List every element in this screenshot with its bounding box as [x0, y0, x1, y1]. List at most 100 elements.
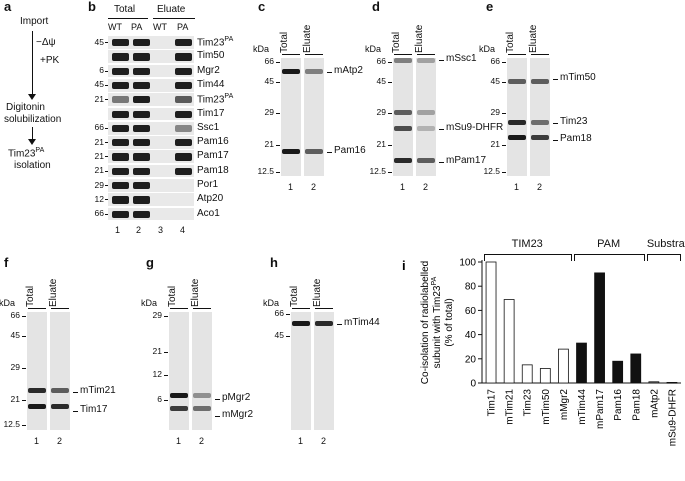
kda-tick: [105, 199, 108, 201]
blot-band: [175, 39, 192, 47]
x-tick-label: Pam18: [631, 389, 642, 421]
digitonin-step: Digitonin: [6, 102, 45, 113]
gel-band: [282, 69, 300, 74]
blot-band: [133, 153, 150, 161]
gel-band: [508, 120, 526, 125]
kda-tick: [22, 400, 26, 401]
blot-strip: [108, 64, 194, 78]
panel-e-label: e: [486, 0, 494, 14]
blot-strip: [108, 121, 194, 135]
band-label-mssc1: mSsc1: [446, 53, 477, 64]
kda-tick: [276, 172, 280, 173]
kda-marker: 66: [264, 56, 274, 66]
band-label-pmgr2: pMgr2: [222, 392, 251, 403]
blot-strip: [108, 193, 194, 207]
gel-band: [305, 69, 323, 74]
kda-marker: 45: [10, 330, 20, 340]
kda-tick: [164, 375, 168, 376]
lane-header-total: Total: [279, 31, 290, 53]
kda-tick: [105, 213, 108, 215]
protein-name: Pam18: [197, 164, 229, 176]
blot-band: [175, 81, 192, 90]
panel-a-label: a: [4, 0, 12, 14]
kda-tick: [502, 145, 506, 146]
group-bracket: [484, 254, 573, 261]
kda-marker: 45: [490, 76, 500, 86]
kda-marker: 21: [264, 139, 274, 149]
blot-band: [112, 167, 129, 175]
gel-band: [394, 58, 412, 63]
gel-band: [394, 126, 412, 131]
kda-marker: 6: [99, 65, 104, 76]
blot-band: [133, 67, 150, 75]
kda-tick: [22, 316, 26, 317]
panel-i-label: i: [402, 258, 406, 273]
blot-band: [133, 139, 150, 147]
lane-number: 2: [136, 225, 142, 235]
kda-tick: [502, 82, 506, 83]
band-label-mmgr2: mMgr2: [222, 409, 254, 420]
lane-number: 4: [180, 225, 186, 235]
lane-number: 2: [423, 182, 429, 192]
bar: [558, 348, 569, 384]
kda-marker: 12.5: [483, 166, 500, 176]
y-label-line: (% of total): [444, 298, 455, 346]
kda-marker: 29: [376, 107, 386, 117]
kda-marker: 6: [157, 394, 162, 404]
kda-marker: 66: [274, 308, 284, 318]
delta-psi-step: −Δψ: [36, 37, 56, 48]
kda-tick: [105, 99, 108, 101]
header-underline: [108, 18, 148, 19]
x-tick-label: mPam17: [595, 389, 606, 429]
bar: [503, 299, 515, 384]
kda-tick: [105, 185, 108, 186]
lane-underline: [305, 54, 323, 55]
blot-strip: [108, 78, 194, 92]
lane-underline: [315, 308, 333, 309]
kda-tick: [286, 314, 290, 315]
blot-band: [133, 210, 150, 218]
kda-marker: 45: [94, 36, 104, 47]
kda-tick: [105, 170, 108, 172]
lane-underline: [51, 308, 69, 309]
protein-label: Aco1: [197, 208, 220, 219]
kda-marker: 29: [152, 310, 162, 320]
lane-number: 1: [400, 182, 406, 192]
lane-pa: PA: [131, 22, 143, 32]
gel-band: [508, 79, 526, 84]
blot-band: [133, 167, 150, 175]
gel-band: [305, 149, 323, 154]
kda-marker: 21: [10, 394, 20, 404]
protein-name: Mgr2: [197, 64, 220, 76]
co-isolation-chart: i 0 20 40 60 80 100 Co-isolation of radiolabell…: [402, 258, 681, 446]
protein-name: Tim17: [197, 107, 225, 119]
x-tick-label: mAtp2: [649, 389, 660, 418]
protein-name: Por1: [197, 179, 219, 190]
blot-strip: [108, 179, 194, 192]
panel-d-label: d: [372, 0, 380, 14]
lane-number: 1: [115, 225, 121, 235]
kda-tick: [105, 84, 108, 86]
protein-name: Pam16: [197, 136, 229, 148]
blot-band: [112, 39, 129, 47]
tim23-isolation-step: Tim23PA: [8, 147, 44, 159]
kda-marker: 12: [152, 369, 162, 379]
kda-axis-label: kDa: [0, 298, 16, 308]
kda-tick: [276, 62, 280, 63]
protein-name: Atp20: [197, 193, 224, 205]
lane-number: 2: [311, 182, 317, 192]
kda-axis-label: kDa: [365, 44, 382, 54]
lane-number: 1: [176, 436, 182, 446]
kda-tick: [502, 172, 506, 173]
y-label-sup: PA: [431, 276, 438, 285]
kda-tick: [105, 70, 108, 72]
protein-label: Tim17: [197, 108, 224, 119]
band-label-mtim50: mTim50: [560, 72, 596, 83]
protein-label: Tim23PA: [197, 93, 233, 105]
protein-label: Atp20: [197, 193, 223, 204]
gel-lane: [416, 58, 436, 176]
y-tick-label: 80: [465, 282, 477, 293]
gel-band: [193, 406, 211, 411]
group-label-tim23: TIM23: [511, 238, 543, 250]
band-label-matp2: mAtp2: [334, 65, 363, 76]
